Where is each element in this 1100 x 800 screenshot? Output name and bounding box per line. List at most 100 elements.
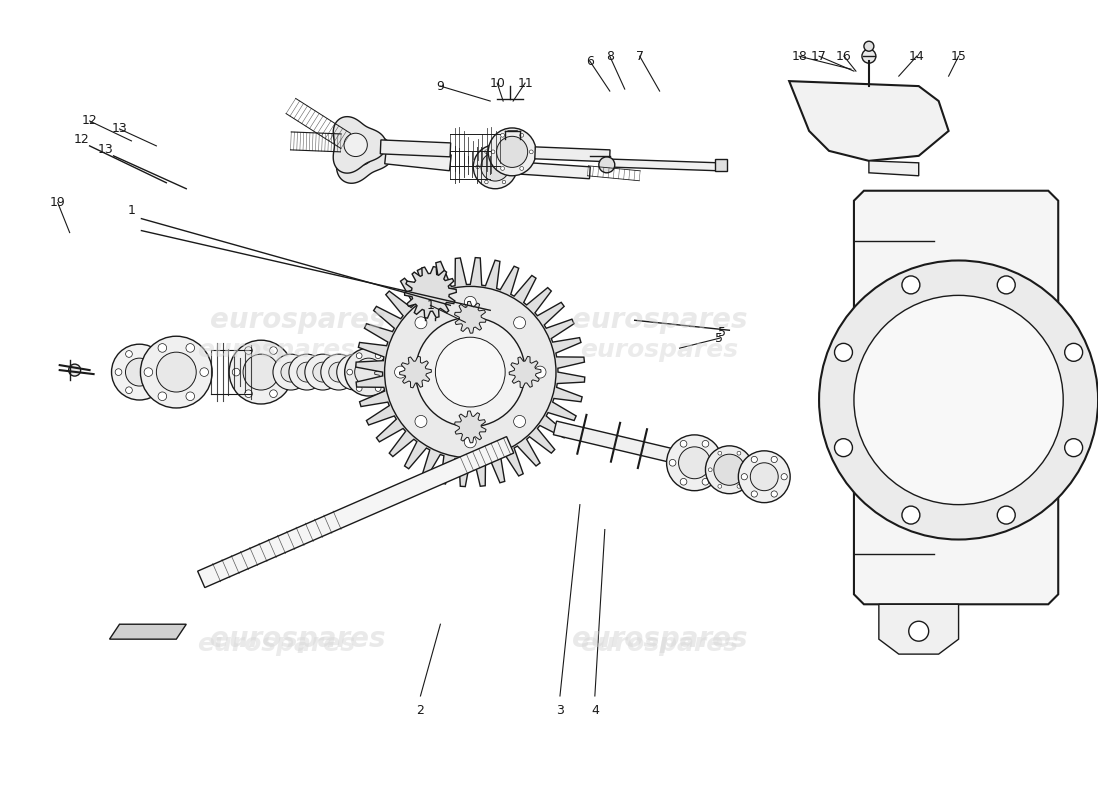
- Circle shape: [514, 415, 526, 427]
- Circle shape: [702, 441, 708, 447]
- Circle shape: [158, 344, 167, 352]
- Circle shape: [500, 134, 505, 138]
- Polygon shape: [869, 161, 918, 176]
- Circle shape: [718, 485, 722, 488]
- Circle shape: [862, 50, 876, 63]
- Circle shape: [415, 415, 427, 427]
- Text: 15: 15: [950, 50, 967, 62]
- Circle shape: [667, 435, 723, 490]
- Circle shape: [436, 338, 505, 407]
- Circle shape: [125, 350, 132, 358]
- Text: 9: 9: [437, 79, 444, 93]
- Polygon shape: [553, 421, 691, 466]
- Circle shape: [244, 390, 252, 398]
- Circle shape: [529, 150, 534, 154]
- Circle shape: [158, 392, 167, 401]
- Circle shape: [282, 368, 289, 376]
- Text: eurospares: eurospares: [210, 625, 386, 653]
- Circle shape: [598, 157, 615, 173]
- Circle shape: [186, 392, 195, 401]
- Polygon shape: [386, 350, 415, 378]
- Circle shape: [512, 165, 515, 169]
- Text: eurospares: eurospares: [581, 632, 739, 656]
- Circle shape: [289, 354, 324, 390]
- Circle shape: [520, 166, 524, 170]
- Polygon shape: [789, 81, 948, 161]
- Circle shape: [751, 491, 758, 497]
- Circle shape: [713, 459, 719, 466]
- Circle shape: [243, 354, 279, 390]
- Circle shape: [751, 456, 758, 462]
- Circle shape: [737, 485, 741, 488]
- Polygon shape: [454, 302, 486, 334]
- Circle shape: [346, 370, 353, 375]
- Circle shape: [488, 128, 536, 176]
- Circle shape: [273, 354, 309, 390]
- Circle shape: [535, 366, 546, 378]
- Circle shape: [820, 261, 1098, 539]
- Polygon shape: [386, 366, 415, 394]
- Circle shape: [337, 354, 373, 390]
- Circle shape: [909, 622, 928, 641]
- Circle shape: [714, 454, 745, 486]
- Circle shape: [111, 344, 167, 400]
- Circle shape: [741, 474, 747, 480]
- Text: 1: 1: [128, 204, 135, 217]
- Circle shape: [771, 456, 778, 462]
- Circle shape: [491, 150, 495, 154]
- Circle shape: [375, 386, 381, 391]
- Text: 18: 18: [791, 50, 807, 62]
- Circle shape: [385, 286, 556, 458]
- Circle shape: [348, 140, 373, 166]
- Polygon shape: [198, 437, 514, 587]
- Polygon shape: [854, 190, 1058, 604]
- Circle shape: [270, 390, 277, 398]
- Circle shape: [305, 354, 341, 390]
- Text: eurospares: eurospares: [210, 306, 386, 334]
- Circle shape: [514, 317, 526, 329]
- Text: 1: 1: [427, 299, 434, 312]
- Circle shape: [737, 451, 741, 455]
- Circle shape: [146, 350, 153, 358]
- Polygon shape: [337, 122, 394, 183]
- Circle shape: [385, 370, 390, 375]
- Circle shape: [1065, 343, 1082, 362]
- Circle shape: [68, 364, 80, 376]
- Circle shape: [1065, 438, 1082, 457]
- Text: 19: 19: [50, 196, 66, 209]
- Circle shape: [705, 446, 754, 494]
- Circle shape: [864, 42, 873, 51]
- Bar: [715, 159, 727, 170]
- Text: 12: 12: [74, 134, 89, 146]
- Circle shape: [485, 180, 488, 184]
- Circle shape: [395, 366, 407, 378]
- Circle shape: [321, 354, 356, 390]
- Text: eurospares: eurospares: [197, 338, 355, 362]
- Text: 7: 7: [636, 50, 644, 62]
- Circle shape: [157, 369, 164, 375]
- Circle shape: [186, 344, 195, 352]
- Circle shape: [902, 276, 920, 294]
- Circle shape: [485, 150, 488, 154]
- Circle shape: [464, 436, 476, 448]
- Circle shape: [146, 387, 153, 394]
- Circle shape: [125, 387, 132, 394]
- Circle shape: [356, 353, 362, 358]
- Circle shape: [679, 447, 711, 478]
- Circle shape: [473, 145, 517, 189]
- Circle shape: [771, 491, 778, 497]
- Circle shape: [702, 478, 708, 485]
- Circle shape: [503, 150, 506, 154]
- Text: 2: 2: [417, 705, 425, 718]
- Polygon shape: [454, 411, 486, 443]
- Circle shape: [835, 438, 852, 457]
- Text: 5: 5: [718, 326, 726, 338]
- Polygon shape: [879, 604, 958, 654]
- Circle shape: [500, 166, 505, 170]
- Circle shape: [156, 352, 196, 392]
- Text: 13: 13: [98, 143, 113, 156]
- Circle shape: [344, 134, 367, 157]
- Circle shape: [750, 462, 778, 490]
- Text: eurospares: eurospares: [197, 632, 355, 656]
- Circle shape: [344, 362, 364, 382]
